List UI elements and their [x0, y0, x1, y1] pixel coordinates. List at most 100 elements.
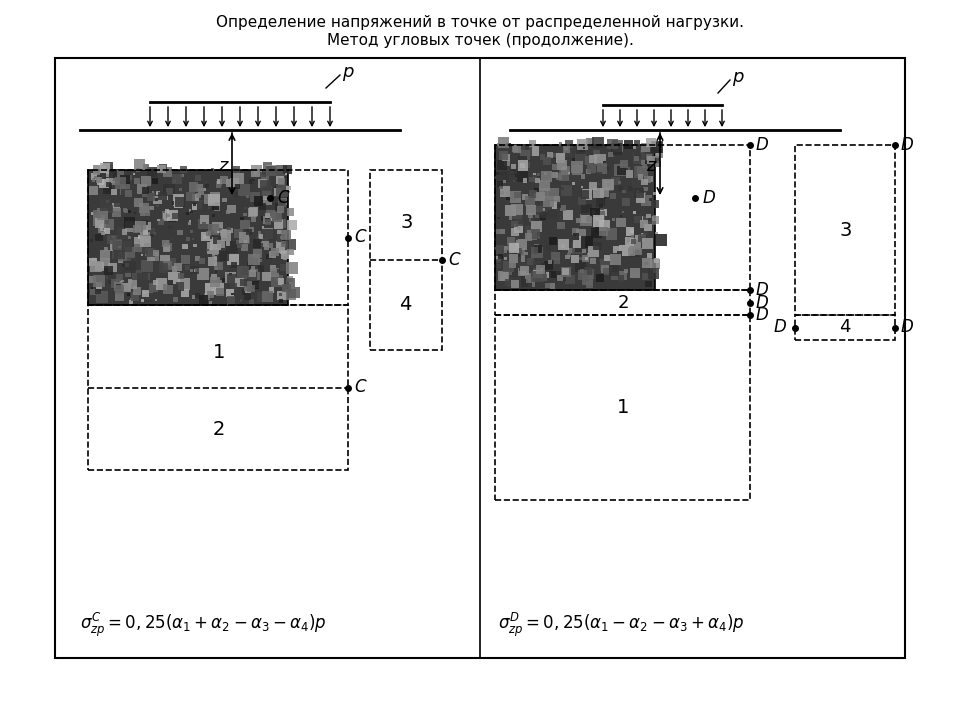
Bar — [558, 239, 569, 251]
Bar — [252, 239, 261, 248]
Bar — [121, 189, 130, 198]
Bar — [134, 244, 142, 252]
Bar — [110, 240, 122, 251]
Bar — [233, 229, 243, 238]
Bar — [280, 250, 285, 254]
Bar — [119, 282, 122, 284]
Bar — [159, 261, 164, 266]
Bar — [589, 156, 597, 163]
Bar — [125, 190, 132, 197]
Bar — [655, 149, 663, 158]
Bar — [226, 241, 230, 246]
Bar — [193, 204, 196, 206]
Bar — [612, 176, 620, 185]
Bar — [246, 229, 252, 235]
Bar — [523, 178, 527, 183]
Bar — [213, 283, 225, 294]
Bar — [575, 145, 585, 153]
Bar — [584, 267, 591, 275]
Text: $\sigma_{zp}^{D} = 0,25(\alpha_1 - \alpha_2 - \alpha_3 + \alpha_4)p$: $\sigma_{zp}^{D} = 0,25(\alpha_1 - \alph… — [498, 611, 745, 639]
Bar — [795, 145, 895, 315]
Bar — [247, 196, 250, 199]
Bar — [280, 236, 283, 239]
Bar — [254, 272, 258, 276]
Bar — [509, 272, 512, 275]
Bar — [648, 221, 652, 225]
Bar — [174, 199, 182, 208]
Bar — [583, 147, 585, 148]
Bar — [287, 249, 294, 256]
Bar — [570, 255, 579, 263]
Bar — [642, 238, 654, 248]
Bar — [112, 248, 124, 259]
Bar — [113, 241, 124, 251]
Bar — [617, 251, 622, 256]
Bar — [113, 248, 125, 259]
Bar — [198, 200, 206, 209]
Bar — [240, 279, 248, 287]
Bar — [524, 233, 532, 240]
Bar — [242, 289, 248, 295]
Bar — [552, 164, 558, 169]
Bar — [548, 261, 552, 264]
Bar — [540, 155, 545, 160]
Bar — [534, 245, 542, 253]
Bar — [524, 242, 526, 244]
Bar — [214, 261, 223, 270]
Bar — [549, 237, 557, 245]
Bar — [278, 219, 283, 223]
Bar — [643, 222, 652, 231]
Bar — [495, 145, 750, 290]
Bar — [624, 140, 633, 149]
Bar — [212, 214, 215, 217]
Bar — [204, 194, 215, 204]
Bar — [157, 219, 159, 221]
Bar — [627, 238, 631, 242]
Bar — [89, 186, 98, 195]
Bar — [583, 274, 593, 284]
Bar — [140, 210, 145, 215]
Bar — [525, 226, 534, 234]
Bar — [652, 141, 663, 153]
Bar — [534, 269, 542, 278]
Bar — [282, 239, 286, 244]
Bar — [125, 221, 135, 232]
Bar — [198, 188, 204, 194]
Bar — [127, 292, 131, 296]
Text: $D$: $D$ — [755, 136, 769, 154]
Bar — [642, 258, 652, 269]
Bar — [216, 181, 223, 188]
Bar — [206, 242, 219, 253]
Bar — [646, 138, 656, 147]
Bar — [265, 217, 270, 222]
Bar — [245, 207, 247, 210]
Bar — [206, 231, 211, 236]
Bar — [528, 279, 536, 287]
Text: $C$: $C$ — [448, 251, 462, 269]
Bar — [211, 274, 217, 279]
Bar — [154, 280, 158, 285]
Bar — [495, 145, 655, 290]
Bar — [505, 205, 516, 216]
Bar — [132, 270, 142, 280]
Bar — [525, 274, 531, 279]
Bar — [497, 160, 507, 170]
Bar — [499, 151, 508, 160]
Bar — [511, 228, 519, 236]
Bar — [96, 176, 103, 184]
Bar — [199, 294, 208, 305]
Bar — [180, 255, 190, 264]
Bar — [173, 179, 176, 183]
Bar — [142, 192, 147, 197]
Bar — [646, 214, 651, 218]
Bar — [559, 143, 563, 146]
Bar — [260, 238, 269, 247]
Bar — [136, 168, 140, 172]
Bar — [604, 197, 607, 199]
Bar — [612, 246, 620, 253]
Bar — [202, 232, 210, 240]
Bar — [95, 262, 105, 271]
Bar — [608, 139, 618, 149]
Bar — [111, 239, 122, 250]
Bar — [526, 276, 533, 283]
